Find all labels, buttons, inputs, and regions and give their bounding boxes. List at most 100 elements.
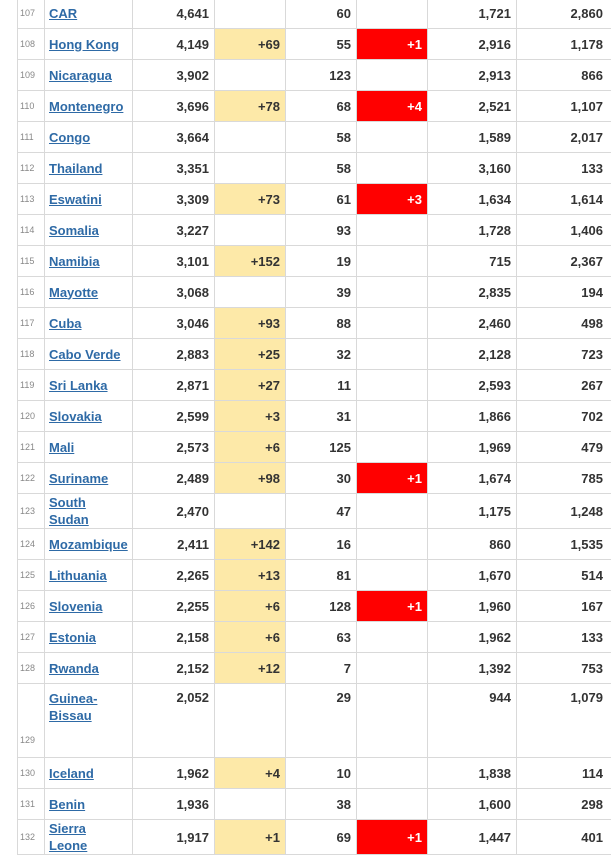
- country-link[interactable]: Slovakia: [49, 408, 102, 425]
- total-cases-cell: 2,871: [133, 370, 215, 401]
- new-cases-cell: +25: [215, 339, 286, 370]
- total-cases-cell: 3,068: [133, 277, 215, 308]
- total-deaths-cell: 55: [286, 29, 357, 60]
- total-deaths-cell: 58: [286, 153, 357, 184]
- new-cases-cell: +152: [215, 246, 286, 277]
- new-deaths-cell: [357, 529, 428, 560]
- rank-cell: 114: [18, 215, 45, 246]
- country-link[interactable]: Lithuania: [49, 567, 107, 584]
- total-deaths-cell: 125: [286, 432, 357, 463]
- country-link[interactable]: Namibia: [49, 253, 100, 270]
- country-link[interactable]: Sierra Leone: [49, 820, 127, 854]
- country-link[interactable]: CAR: [49, 5, 77, 22]
- country-link[interactable]: Estonia: [49, 629, 96, 646]
- rank-cell: 121: [18, 432, 45, 463]
- new-cases-cell: [215, 277, 286, 308]
- new-deaths-cell: [357, 215, 428, 246]
- active-cases-cell: 1,079: [517, 684, 611, 758]
- country-link[interactable]: Rwanda: [49, 660, 99, 677]
- total-deaths-cell: 60: [286, 0, 357, 29]
- country-link[interactable]: Slovenia: [49, 598, 102, 615]
- country-link[interactable]: Eswatini: [49, 191, 102, 208]
- country-cell: Cabo Verde: [45, 339, 133, 370]
- active-cases-cell: 133: [517, 622, 611, 653]
- total-deaths-cell: 16: [286, 529, 357, 560]
- new-deaths-cell: [357, 432, 428, 463]
- new-cases-cell: [215, 789, 286, 820]
- total-cases-cell: 3,309: [133, 184, 215, 215]
- total-deaths-cell: 29: [286, 684, 357, 758]
- total-deaths-cell: 68: [286, 91, 357, 122]
- new-cases-cell: [215, 153, 286, 184]
- country-link[interactable]: Mozambique: [49, 536, 128, 553]
- country-link[interactable]: Iceland: [49, 765, 94, 782]
- new-cases-cell: +69: [215, 29, 286, 60]
- country-link[interactable]: Sri Lanka: [49, 377, 108, 394]
- country-link[interactable]: Montenegro: [49, 98, 123, 115]
- rank-cell: 108: [18, 29, 45, 60]
- total-deaths-cell: 63: [286, 622, 357, 653]
- total-cases-cell: 3,046: [133, 308, 215, 339]
- total-deaths-cell: 7: [286, 653, 357, 684]
- country-link[interactable]: Nicaragua: [49, 67, 112, 84]
- country-link[interactable]: Somalia: [49, 222, 99, 239]
- rank-cell: 112: [18, 153, 45, 184]
- country-link[interactable]: Thailand: [49, 160, 102, 177]
- country-cell: Benin: [45, 789, 133, 820]
- new-cases-cell: +78: [215, 91, 286, 122]
- total-cases-cell: 3,227: [133, 215, 215, 246]
- new-cases-cell: +6: [215, 622, 286, 653]
- new-deaths-cell: [357, 370, 428, 401]
- country-link[interactable]: Suriname: [49, 470, 108, 487]
- total-recovered-cell: 1,670: [428, 560, 517, 591]
- country-link[interactable]: South Sudan: [49, 494, 127, 528]
- rank-cell: 124: [18, 529, 45, 560]
- new-deaths-cell: [357, 653, 428, 684]
- country-link[interactable]: Cabo Verde: [49, 346, 121, 363]
- rank-cell: 131: [18, 789, 45, 820]
- country-link[interactable]: Congo: [49, 129, 90, 146]
- country-link[interactable]: Mayotte: [49, 284, 98, 301]
- country-link[interactable]: Cuba: [49, 315, 82, 332]
- country-cell: South Sudan: [45, 494, 133, 529]
- country-link[interactable]: Hong Kong: [49, 36, 119, 53]
- rank-cell: 107: [18, 0, 45, 29]
- country-cell: Suriname: [45, 463, 133, 494]
- country-cell: Lithuania: [45, 560, 133, 591]
- active-cases-cell: 866: [517, 60, 611, 91]
- rank-cell: 120: [18, 401, 45, 432]
- new-deaths-cell: [357, 122, 428, 153]
- rank-cell: 118: [18, 339, 45, 370]
- rank-cell: 125: [18, 560, 45, 591]
- total-cases-cell: 2,411: [133, 529, 215, 560]
- active-cases-cell: 1,107: [517, 91, 611, 122]
- new-deaths-cell: [357, 60, 428, 91]
- total-cases-cell: 3,696: [133, 91, 215, 122]
- total-deaths-cell: 10: [286, 758, 357, 789]
- country-link[interactable]: Mali: [49, 439, 74, 456]
- country-cell: Cuba: [45, 308, 133, 339]
- total-cases-cell: 4,149: [133, 29, 215, 60]
- total-recovered-cell: 2,128: [428, 339, 517, 370]
- country-link[interactable]: Benin: [49, 796, 85, 813]
- country-link[interactable]: Guinea-Bissau: [49, 690, 127, 724]
- total-deaths-cell: 47: [286, 494, 357, 529]
- total-cases-cell: 3,351: [133, 153, 215, 184]
- country-cell: Namibia: [45, 246, 133, 277]
- total-cases-cell: 2,265: [133, 560, 215, 591]
- total-cases-cell: 3,902: [133, 60, 215, 91]
- new-deaths-cell: [357, 622, 428, 653]
- country-cell: CAR: [45, 0, 133, 29]
- total-deaths-cell: 128: [286, 591, 357, 622]
- new-cases-cell: +73: [215, 184, 286, 215]
- total-cases-cell: 2,470: [133, 494, 215, 529]
- new-deaths-cell: +1: [357, 463, 428, 494]
- country-cell: Congo: [45, 122, 133, 153]
- total-recovered-cell: 2,460: [428, 308, 517, 339]
- active-cases-cell: 167: [517, 591, 611, 622]
